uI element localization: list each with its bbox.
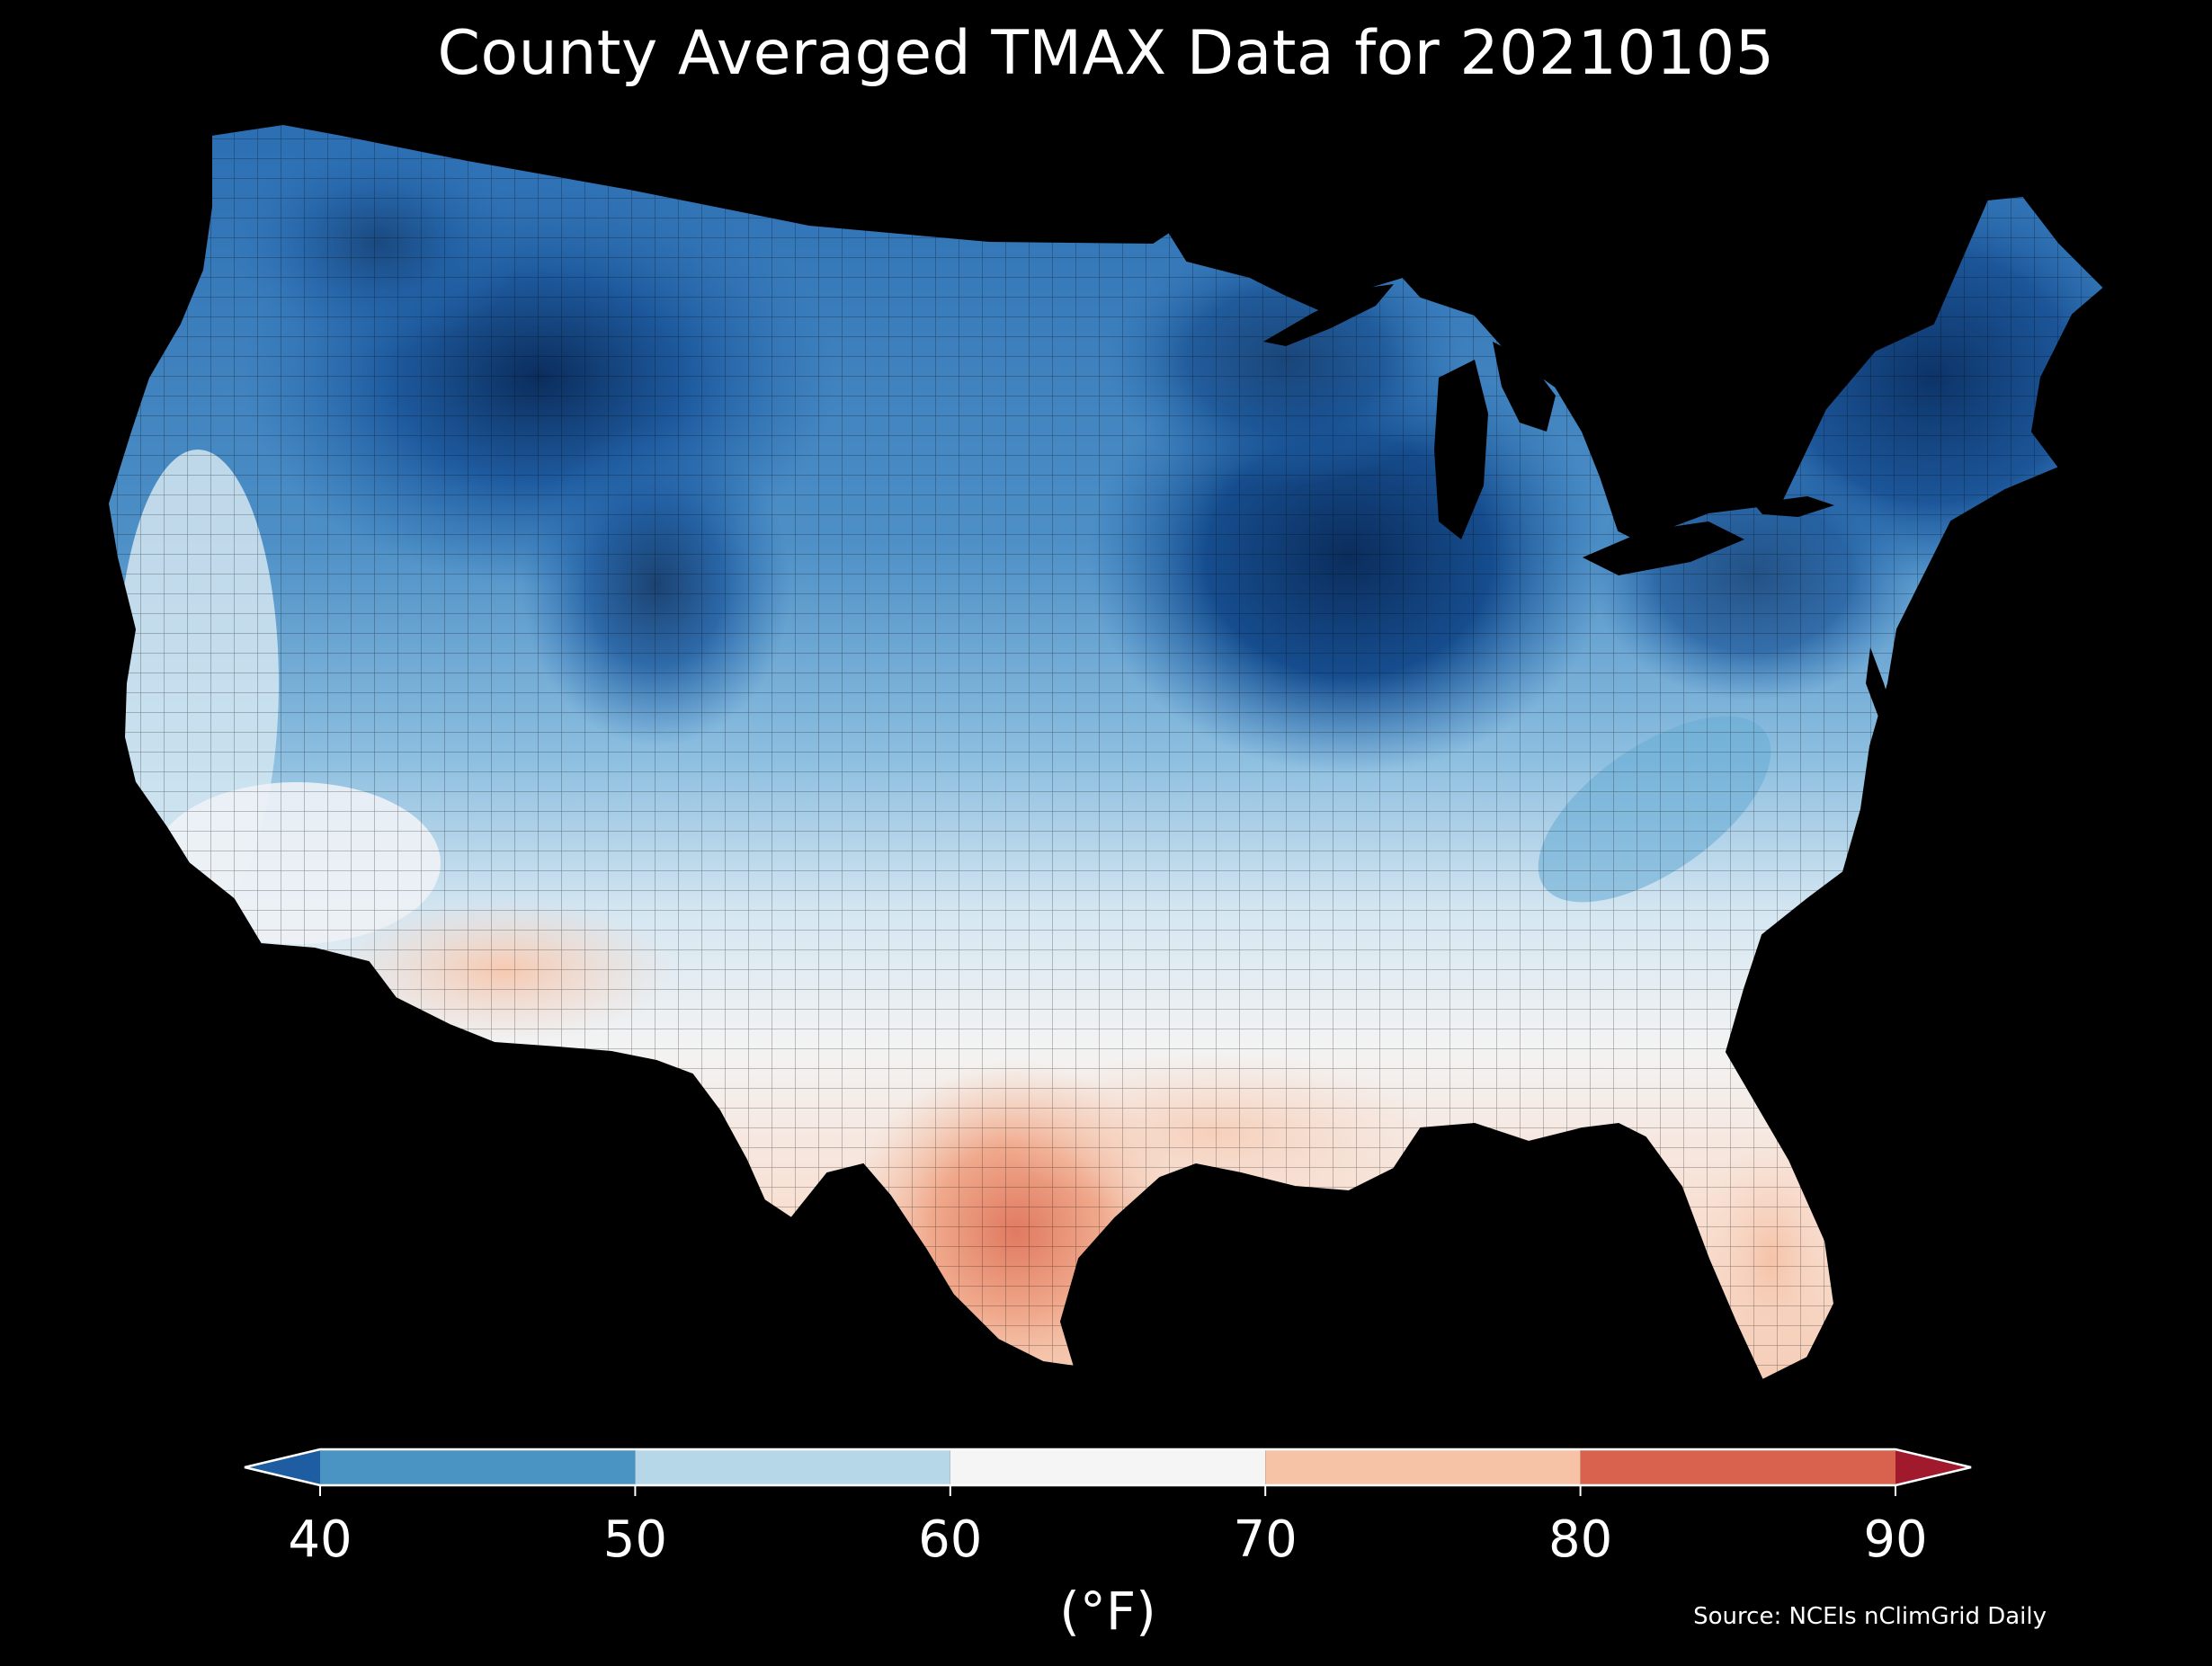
great-lakes <box>1263 284 1834 575</box>
colorbar-tick-label: 60 <box>918 1510 983 1569</box>
colorbar-bins <box>320 1449 1895 1485</box>
colorbar-ticks <box>319 1485 1896 1496</box>
colorbar-bin-80-90 <box>1580 1449 1895 1485</box>
colorbar-unit-label: (°F) <box>1059 1581 1156 1642</box>
colorbar-bin-70-80 <box>1265 1449 1581 1485</box>
colorbar-tick-label: 90 <box>1863 1510 1928 1569</box>
colorbar-tick-label: 80 <box>1548 1510 1613 1569</box>
usa-outline <box>106 122 2106 1382</box>
colorbar-bin-60-70 <box>950 1449 1266 1485</box>
source-credit: Source: NCEIs nClimGrid Daily <box>1693 1603 2047 1630</box>
map-fill-layer <box>108 124 2104 1380</box>
colorbar-under-arrow <box>245 1449 320 1485</box>
colorbar-bin-50-60 <box>635 1449 950 1485</box>
colorbar <box>244 1448 1972 1496</box>
colorbar-over-arrow <box>1895 1449 1971 1485</box>
chesapeake-bay <box>1866 647 1897 755</box>
colorbar-tick-label: 40 <box>288 1510 352 1569</box>
colorbar-bin-40-50 <box>320 1449 636 1485</box>
colorbar-tick-label: 70 <box>1233 1510 1298 1569</box>
map-title: County Averaged TMAX Data for 20210105 <box>437 18 1775 89</box>
colorbar-tick-label: 50 <box>602 1510 668 1569</box>
